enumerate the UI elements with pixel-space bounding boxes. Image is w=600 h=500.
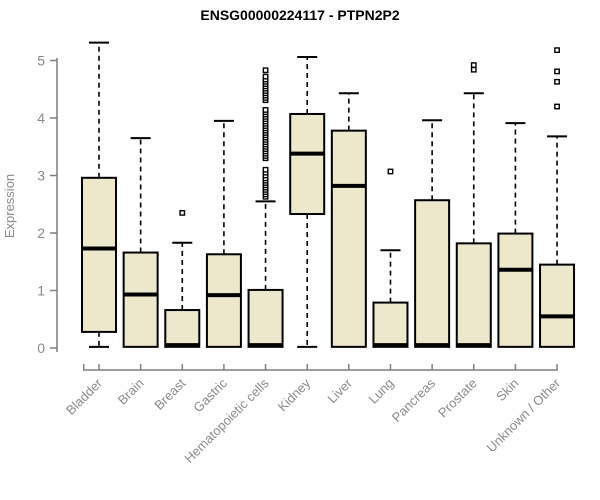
- iqr-box: [289, 112, 326, 216]
- x-axis-category-label: Prostate: [435, 376, 480, 421]
- box-brain: [122, 137, 159, 348]
- box-gastric: [205, 119, 242, 348]
- x-axis-category-label: Skin: [493, 376, 521, 404]
- outlier-point: [554, 78, 560, 85]
- y-axis-tick-label: 0: [37, 340, 45, 356]
- x-axis-category-label: Lung: [366, 376, 397, 407]
- iqr-box: [122, 251, 159, 348]
- outlier-point: [262, 107, 269, 113]
- x-axis-category-label: Liver: [324, 375, 355, 406]
- outlier-point: [470, 62, 477, 69]
- box-pancreas: [414, 119, 451, 348]
- x-axis-category-label: Bladder: [63, 375, 106, 418]
- iqr-box: [205, 253, 242, 348]
- outlier-point: [262, 73, 269, 80]
- x-axis-category-label: Gastric: [190, 375, 230, 415]
- x-axis-category-label: Unknown / Other: [484, 375, 564, 455]
- box-breast: [164, 209, 201, 348]
- box-hematopoietic-cells: [247, 67, 284, 348]
- y-axis-tick-label: 1: [37, 283, 45, 299]
- iqr-box: [330, 129, 367, 348]
- iqr-box: [81, 176, 117, 333]
- box-bladder: [81, 41, 117, 348]
- iqr-box: [414, 199, 451, 348]
- iqr-box: [539, 263, 576, 348]
- outlier-point: [179, 209, 186, 216]
- x-axis-category-label: Pancreas: [389, 375, 439, 425]
- y-axis-tick-label: 2: [37, 225, 45, 241]
- box-unknown-other: [539, 47, 576, 348]
- box-liver: [330, 92, 367, 348]
- outlier-point: [387, 168, 394, 175]
- y-axis-tick-label: 3: [37, 168, 45, 184]
- iqr-box: [164, 309, 201, 348]
- iqr-box: [247, 288, 284, 348]
- outlier-point: [554, 103, 560, 110]
- x-axis-category-label: Kidney: [275, 375, 314, 414]
- box-skin: [497, 122, 534, 348]
- iqr-box: [372, 301, 409, 348]
- y-axis-label: Expression: [2, 174, 17, 238]
- box-lung: [372, 168, 409, 348]
- outlier-point: [262, 67, 269, 74]
- box-kidney: [289, 56, 326, 348]
- outlier-point: [554, 68, 560, 75]
- y-axis-tick-label: 5: [37, 53, 45, 69]
- iqr-box: [497, 232, 534, 348]
- outlier-point: [554, 47, 560, 54]
- outlier-point: [470, 66, 477, 73]
- y-axis-tick-label: 4: [37, 110, 45, 126]
- x-axis-category-label: Breast: [151, 375, 188, 412]
- outlier-point: [262, 166, 269, 173]
- box-prostate: [455, 62, 492, 348]
- x-axis-category-label: Brain: [115, 376, 147, 408]
- chart-title: ENSG00000224117 - PTPN2P2: [200, 7, 399, 23]
- iqr-box: [455, 242, 492, 348]
